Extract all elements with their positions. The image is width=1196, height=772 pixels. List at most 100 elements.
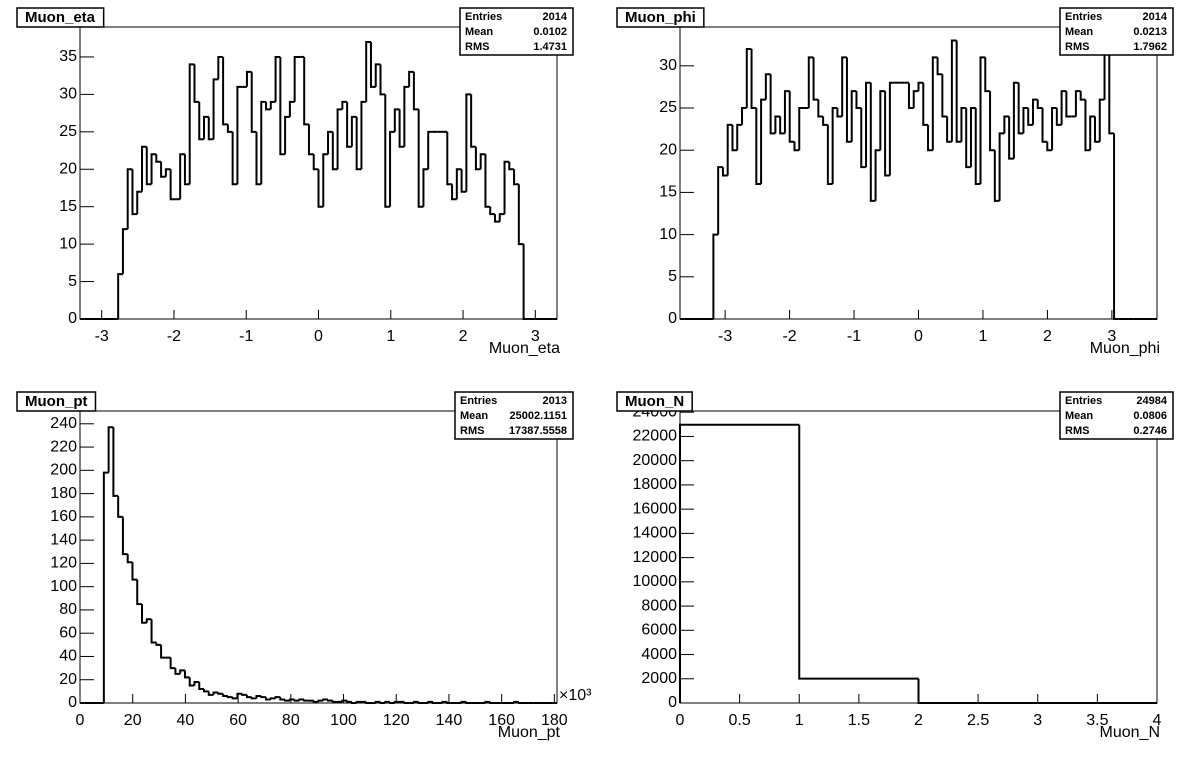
chart-title: Muon_eta [25, 9, 96, 26]
stats-box [459, 7, 574, 56]
x-tick-label: 0 [676, 712, 685, 729]
histogram-bin [984, 57, 991, 93]
histogram-bin [393, 700, 400, 703]
histogram-bin [341, 100, 348, 110]
stats-label: Entries [1065, 395, 1102, 407]
x-tick-label: 100 [330, 712, 357, 729]
histogram-bin [412, 71, 419, 111]
histogram-bin [845, 57, 852, 143]
histogram-bin [441, 700, 448, 703]
histogram-bin [355, 700, 362, 703]
histogram-bin [998, 132, 1005, 201]
histogram-bin [869, 82, 876, 202]
histogram-bin [912, 90, 919, 109]
histogram-bin [741, 107, 747, 125]
histogram-bin [160, 644, 166, 659]
histogram-bin [369, 41, 376, 88]
histogram-bin [417, 701, 424, 704]
histogram-bin [379, 64, 386, 96]
histogram-bin [1046, 141, 1053, 152]
histogram-bin [465, 701, 472, 704]
histogram-bin [350, 701, 357, 704]
histogram-bin [489, 701, 495, 704]
histogram-bin [203, 115, 209, 140]
histogram-bin [179, 153, 185, 200]
histogram-bin [1055, 108, 1062, 126]
x-tick-label: 40 [177, 712, 195, 729]
histogram-bin [1041, 108, 1048, 143]
histogram-bin [774, 115, 781, 134]
title-box [616, 7, 705, 28]
x-tick-label: -1 [239, 328, 253, 345]
x-axis-title: Muon_N [1100, 724, 1160, 741]
histogram-bin [117, 273, 123, 319]
histogram-bin [764, 73, 771, 100]
stats-label: RMS [1065, 425, 1089, 437]
histogram-bin [484, 154, 491, 208]
histogram-bin [783, 90, 790, 134]
histogram-bin [455, 168, 462, 200]
x-tick-label: 3 [531, 328, 540, 345]
histogram-bin [245, 694, 252, 699]
x-tick-label: -1 [847, 328, 861, 345]
histogram-bin [807, 56, 814, 109]
histogram-bin [822, 116, 828, 126]
histogram-bin [183, 670, 190, 679]
plot-frame [79, 410, 558, 704]
y-tick-label: 200 [50, 462, 77, 479]
histogram-bin [150, 153, 157, 185]
title-box [616, 391, 693, 412]
y-tick-label: 15 [59, 198, 77, 215]
histogram-bin [717, 166, 723, 235]
histogram-bin [517, 184, 524, 246]
histogram-bin [141, 145, 147, 192]
histogram-bin [169, 169, 176, 201]
histogram-bin [145, 618, 152, 623]
histogram-bin [346, 101, 352, 148]
histogram-bin [917, 81, 924, 92]
histogram-bin [307, 124, 314, 156]
stats-label: Entries [460, 395, 497, 407]
histogram-bin [207, 116, 214, 141]
x-tick-label: -2 [782, 328, 796, 345]
histogram-bin [322, 153, 329, 207]
histogram-bin [522, 244, 529, 320]
chart-title: Muon_pt [25, 393, 87, 410]
x-axis-title: Muon_phi [1090, 340, 1160, 357]
histogram-bin [288, 698, 295, 701]
histogram-bin [1036, 99, 1043, 110]
histogram-bin [788, 91, 795, 143]
histogram-bin [131, 169, 138, 216]
histogram-bin [298, 698, 305, 701]
x-tick-label: 2 [914, 712, 923, 729]
title-box [16, 391, 97, 412]
histogram-bin [293, 55, 300, 102]
histogram-bin [446, 131, 453, 186]
histogram-bin [1051, 107, 1057, 151]
histogram-bin [431, 701, 438, 704]
histogram-bin [798, 107, 805, 151]
stats-value: 25002.1151 [509, 410, 567, 422]
histogram-bin [327, 130, 333, 155]
histogram-bin [1031, 98, 1038, 125]
histogram-bin [355, 116, 362, 171]
histogram-bin [236, 692, 243, 699]
histogram-bin [303, 56, 309, 126]
histogram-bin [236, 85, 243, 185]
stats-value: 2013 [543, 395, 567, 407]
stats-label: Mean [1065, 410, 1093, 422]
histogram-bin [284, 115, 290, 155]
y-tick-label: 30 [659, 57, 677, 74]
histogram-bin [255, 131, 262, 186]
histogram-bin [241, 693, 247, 696]
stats-box [454, 391, 574, 440]
histogram-bin [907, 82, 914, 110]
histogram-bin [412, 700, 419, 703]
histogram-bin [479, 153, 486, 170]
stats-value: 0.2746 [1133, 425, 1167, 437]
histogram-bin [941, 74, 948, 118]
histogram-bin [1008, 116, 1014, 160]
stats-box [1059, 7, 1174, 56]
chart-title: Muon_phi [625, 9, 696, 26]
histogram-bin [250, 697, 257, 700]
